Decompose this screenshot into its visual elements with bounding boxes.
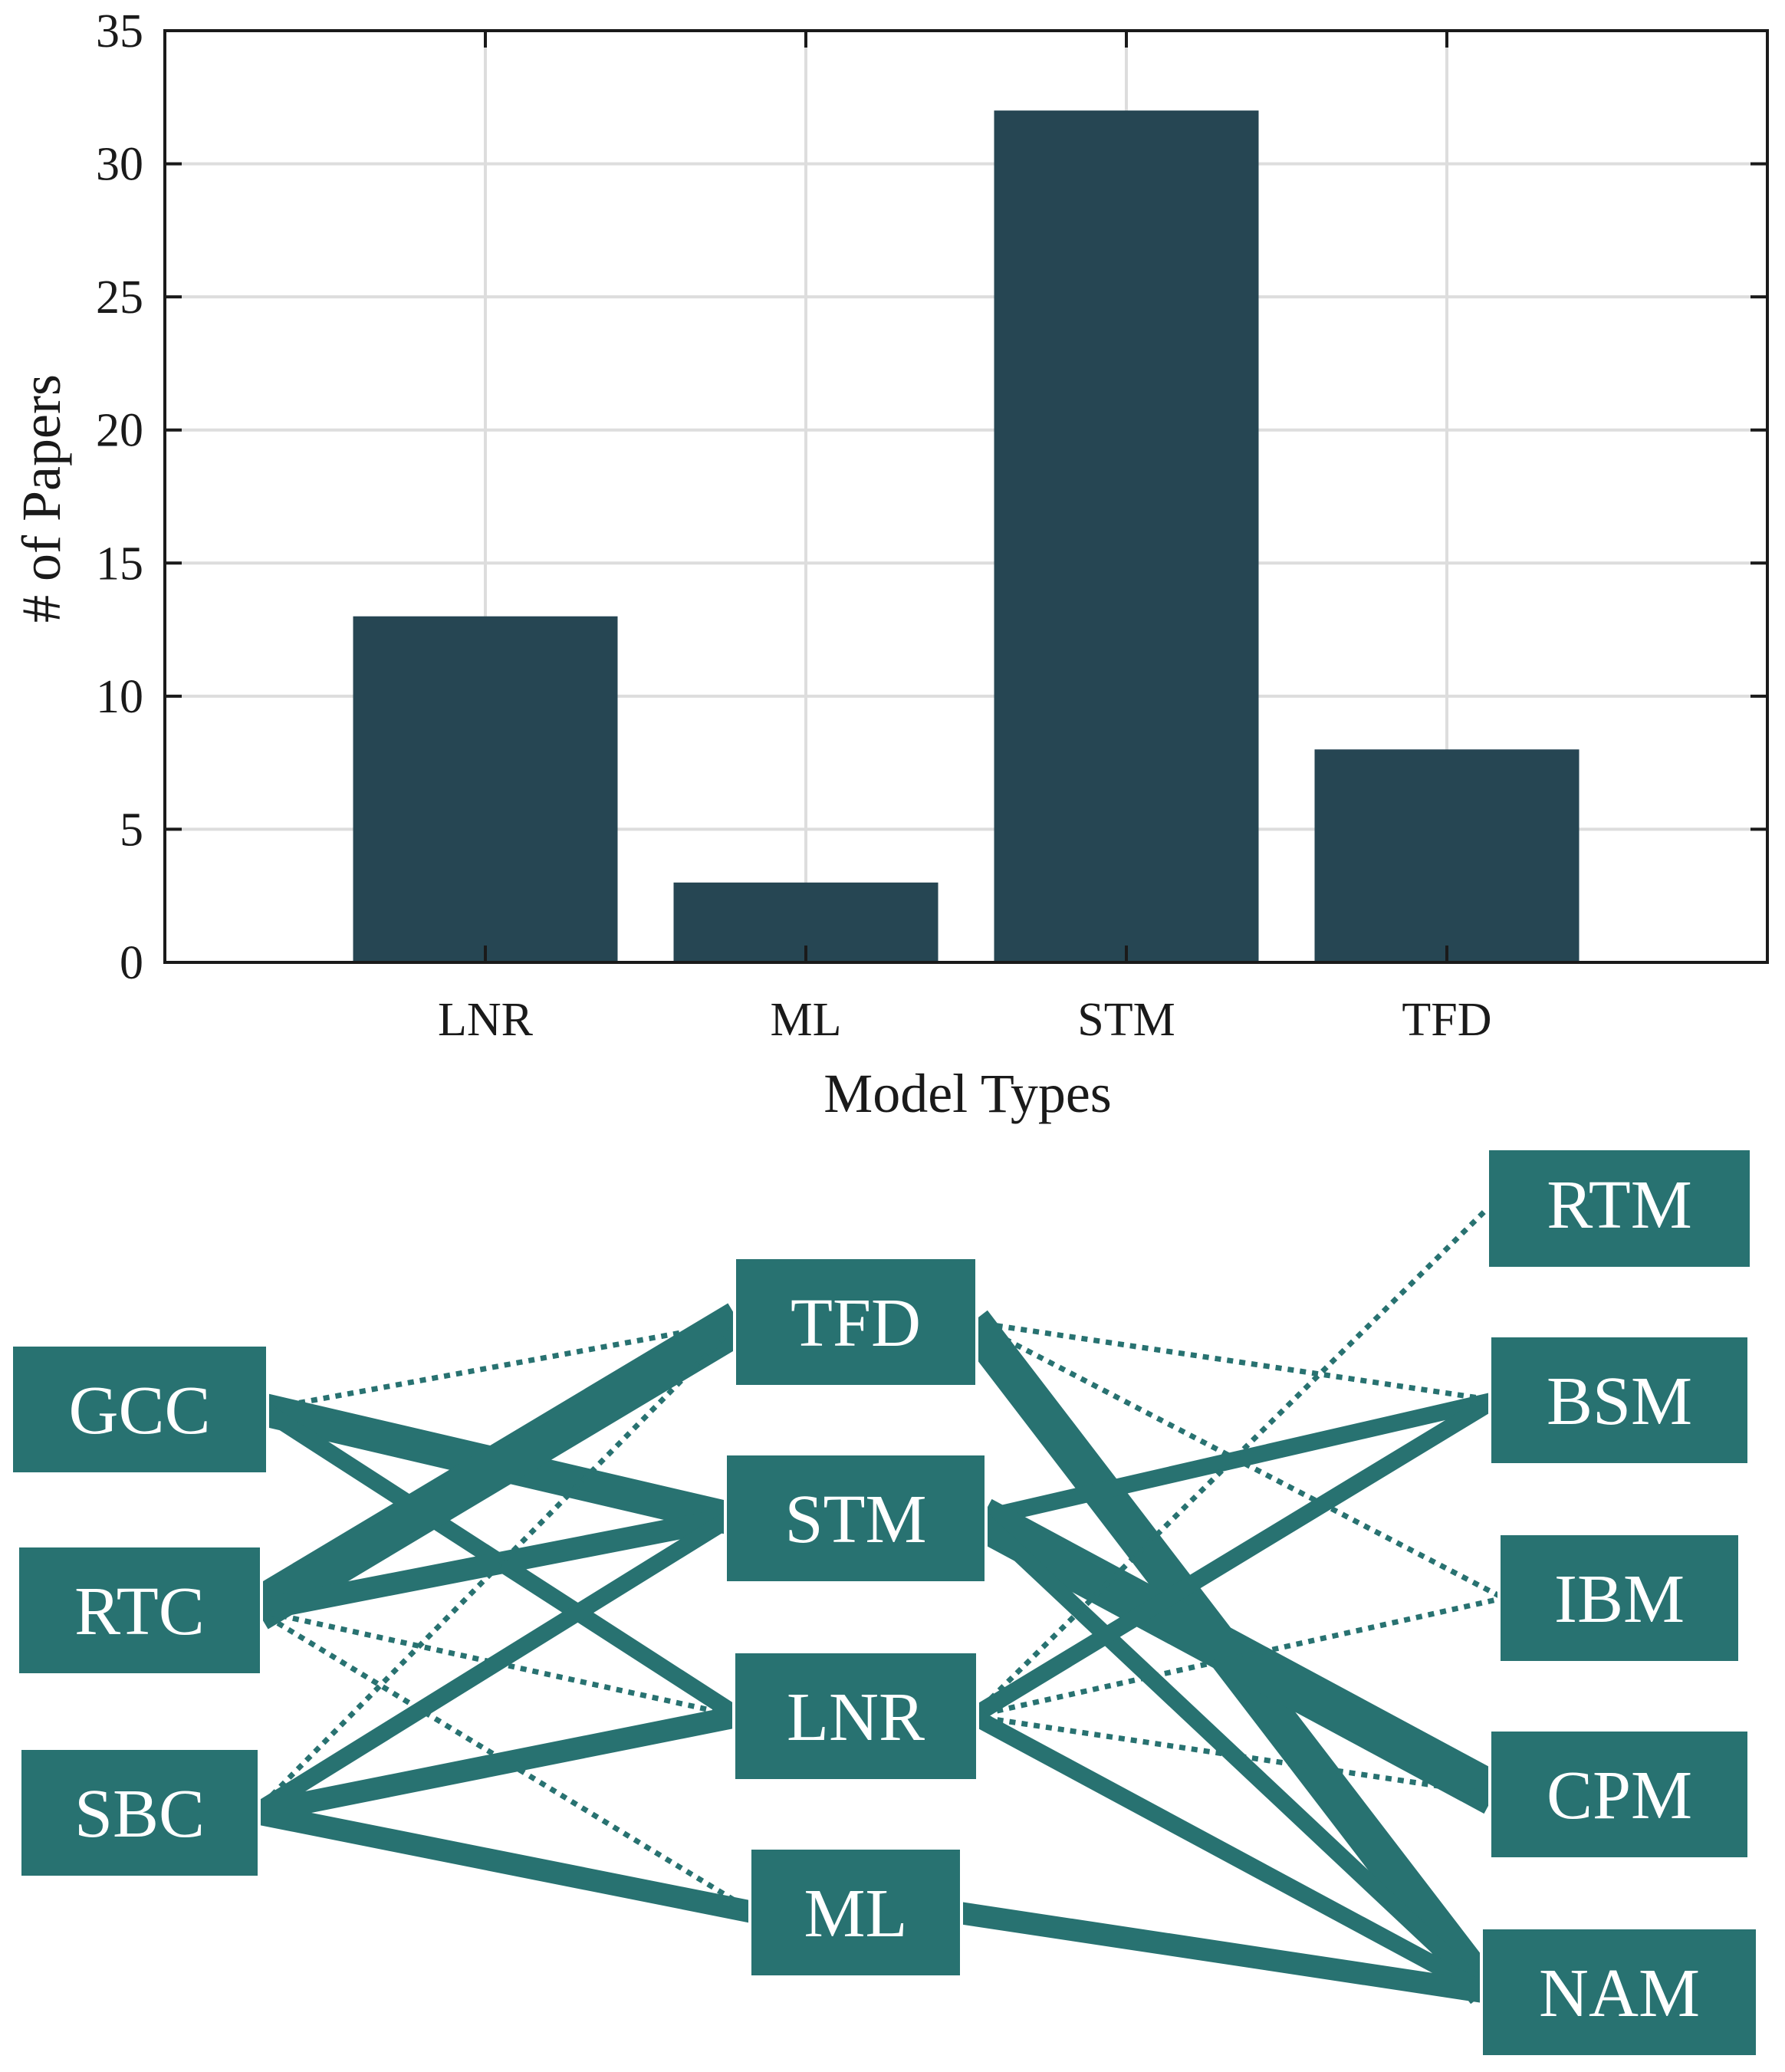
x-tick-label: STM	[1077, 994, 1175, 1046]
node-label: RTM	[1547, 1167, 1692, 1243]
link-lnr-bsm	[968, 1393, 1499, 1724]
node-nam: NAM	[1480, 1926, 1759, 2058]
node-ml: ML	[748, 1847, 963, 1978]
axes-frame	[163, 29, 1769, 964]
node-gcc: GCC	[10, 1344, 269, 1475]
link-sbc-ml	[252, 1801, 757, 1924]
node-box	[1486, 1150, 1753, 1270]
bar-chart: 0 5 10 15 20 25 30 35 LNR ML STM TFD Model Types #…	[11, 5, 1769, 1124]
node-label: SBC	[74, 1776, 205, 1852]
y-tick-label: 0	[120, 937, 143, 989]
x-axis-label: Model Types	[823, 1063, 1112, 1124]
axes	[163, 29, 1769, 964]
y-tick-label: 25	[96, 271, 143, 324]
bar-lnr	[353, 616, 618, 962]
link-sbc-tfd	[252, 1320, 741, 1815]
link-tfd-bsm	[971, 1319, 1495, 1403]
node-box	[18, 1747, 261, 1879]
node-label: STM	[784, 1482, 926, 1557]
node-box	[724, 1452, 988, 1584]
node-label: GCC	[68, 1373, 210, 1449]
node-label: NAM	[1539, 1955, 1700, 2031]
node-rtc: RTC	[16, 1544, 263, 1676]
node-label: IBM	[1554, 1561, 1685, 1637]
node-box	[16, 1544, 263, 1676]
node-box	[732, 1650, 979, 1782]
node-box	[1488, 1728, 1750, 1860]
link-sbc-stm	[250, 1511, 735, 1820]
node-ibm: IBM	[1497, 1532, 1741, 1664]
nodes: GCC RTC SBC TFD STM LNR ML RTM BSM IBM CPM NAM	[10, 1150, 1759, 2058]
bar-stm	[994, 110, 1259, 963]
x-tick-labels: LNR ML STM TFD	[438, 994, 1492, 1046]
node-box	[733, 1256, 978, 1388]
node-label: LNR	[787, 1679, 925, 1755]
links	[245, 1202, 1505, 2005]
y-tick-label: 10	[96, 671, 143, 723]
node-bsm: BSM	[1488, 1334, 1750, 1466]
link-rtc-stm	[255, 1507, 732, 1622]
node-box	[1497, 1532, 1741, 1664]
x-tick-label: TFD	[1402, 994, 1491, 1046]
link-lnr-ibm	[972, 1595, 1504, 1719]
link-ml-nam	[955, 1901, 1488, 2004]
node-sbc: SBC	[18, 1747, 261, 1879]
node-label: CPM	[1547, 1758, 1692, 1834]
node-box	[1480, 1926, 1759, 2058]
bars	[353, 110, 1580, 963]
y-tick-label: 5	[120, 804, 143, 856]
node-tfd: TFD	[733, 1256, 978, 1388]
link-stm-bsm	[979, 1392, 1497, 1527]
node-cpm: CPM	[1488, 1728, 1750, 1860]
y-tick-label: 20	[96, 405, 143, 457]
node-stm: STM	[724, 1452, 988, 1584]
link-lnr-cpm	[972, 1713, 1495, 1797]
node-box	[1488, 1334, 1750, 1466]
y-tick-label: 15	[96, 538, 143, 590]
node-label: BSM	[1547, 1363, 1692, 1439]
node-label: ML	[804, 1876, 908, 1952]
bar-tfd	[1314, 749, 1580, 962]
node-rtm: RTM	[1486, 1150, 1753, 1270]
node-lnr: LNR	[732, 1650, 979, 1782]
x-tick-label: ML	[771, 994, 842, 1046]
node-box	[10, 1344, 269, 1475]
x-tick-label: LNR	[438, 994, 534, 1046]
link-rtc-tfd	[245, 1303, 751, 1630]
network-diagram: GCC RTC SBC TFD STM LNR ML RTM BSM IBM CPM NAM	[10, 1150, 1759, 2058]
y-tick-label: 30	[96, 139, 143, 191]
y-tick-labels: 0 5 10 15 20 25 30 35	[96, 5, 143, 989]
link-sbc-lnr	[252, 1705, 741, 1824]
y-axis-label: # of Papers	[11, 374, 72, 623]
node-label: TFD	[791, 1285, 921, 1361]
link-lnr-nam	[968, 1709, 1491, 2000]
node-box	[748, 1847, 963, 1978]
y-tick-label: 35	[96, 5, 143, 58]
node-label: RTC	[74, 1574, 205, 1649]
